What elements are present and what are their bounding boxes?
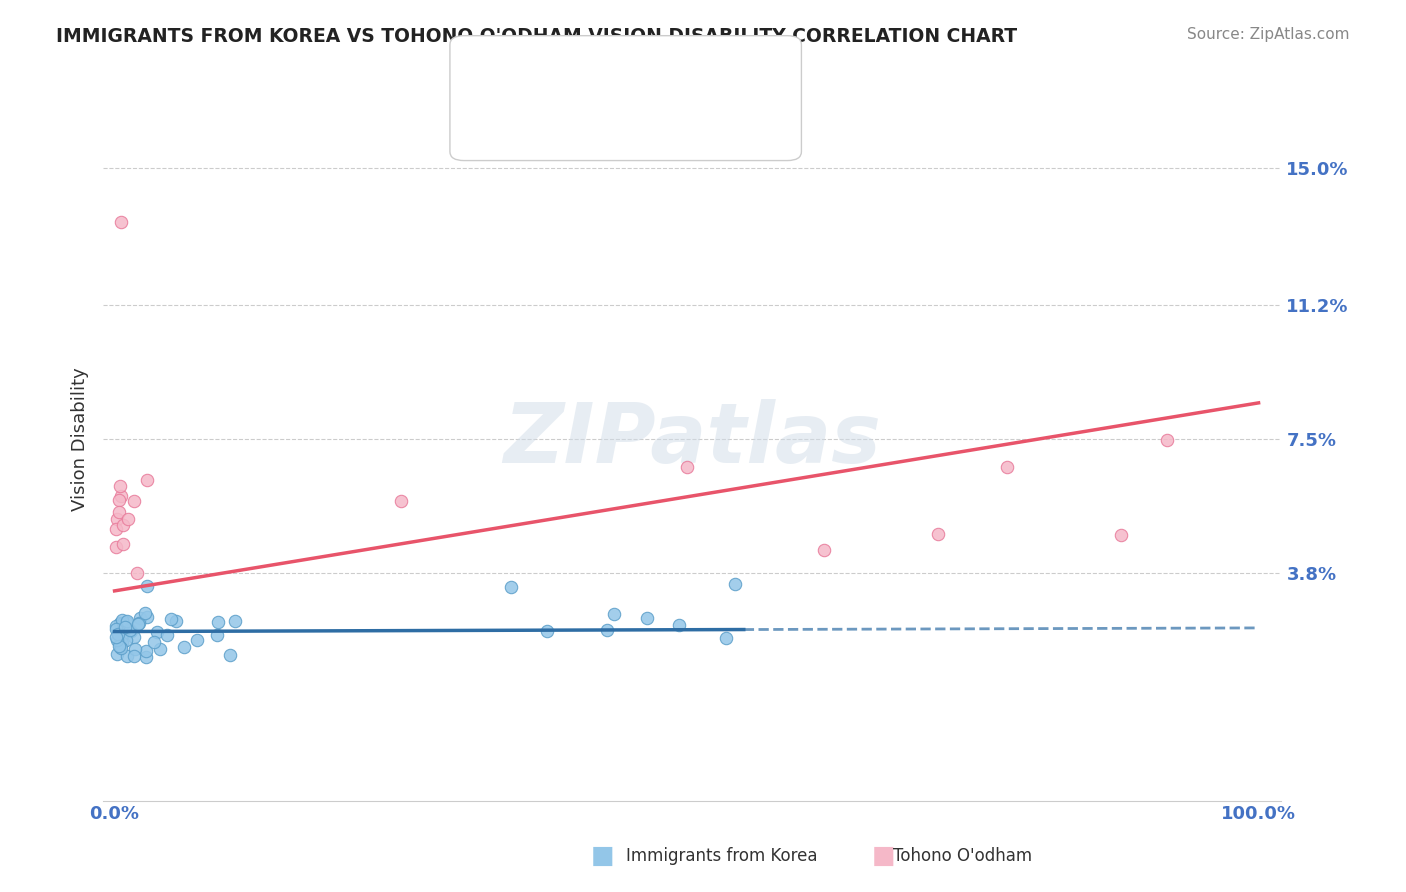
Point — [117, 512, 139, 526]
Text: 53: 53 — [668, 62, 693, 80]
Point — [105, 633, 128, 648]
Point — [134, 606, 156, 620]
Point — [146, 625, 169, 640]
Point — [104, 631, 127, 645]
Point — [108, 493, 131, 508]
Point — [128, 615, 150, 630]
Point — [120, 624, 142, 639]
Point — [107, 512, 129, 526]
Point — [156, 628, 179, 642]
Point — [173, 640, 195, 654]
Point — [105, 623, 128, 637]
Point — [124, 642, 146, 657]
Point — [595, 623, 617, 637]
Text: ■: ■ — [492, 60, 516, 83]
Point — [136, 610, 159, 624]
Point — [716, 631, 738, 645]
Point — [120, 623, 142, 637]
Point — [114, 620, 136, 634]
Point — [110, 215, 132, 229]
Text: ZIPatlas: ZIPatlas — [503, 399, 882, 480]
Text: R =: R = — [527, 103, 567, 120]
Point — [165, 615, 187, 629]
Text: N =: N = — [626, 62, 665, 80]
Point — [129, 611, 152, 625]
Point — [104, 619, 127, 633]
Point — [127, 616, 149, 631]
Text: ■: ■ — [872, 845, 896, 868]
Text: Source: ZipAtlas.com: Source: ZipAtlas.com — [1187, 27, 1350, 42]
Point — [224, 615, 246, 629]
Point — [105, 647, 128, 661]
Point — [110, 630, 132, 644]
Point — [110, 489, 132, 503]
Text: 0.051: 0.051 — [569, 62, 626, 80]
Text: 0.621: 0.621 — [569, 103, 626, 120]
Point — [115, 614, 138, 628]
Point — [603, 607, 626, 622]
Point — [219, 648, 242, 662]
Point — [205, 628, 228, 642]
Point — [115, 649, 138, 664]
Text: Immigrants from Korea: Immigrants from Korea — [626, 847, 817, 865]
Point — [135, 643, 157, 657]
Point — [127, 566, 149, 581]
Point — [499, 580, 522, 594]
Point — [160, 612, 183, 626]
Point — [724, 576, 747, 591]
Point — [135, 578, 157, 592]
Point — [536, 624, 558, 638]
Text: IMMIGRANTS FROM KOREA VS TOHONO O'ODHAM VISION DISABILITY CORRELATION CHART: IMMIGRANTS FROM KOREA VS TOHONO O'ODHAM … — [56, 27, 1018, 45]
Point — [995, 459, 1018, 474]
Point — [207, 615, 229, 629]
Point — [636, 610, 658, 624]
Point — [1111, 528, 1133, 542]
Point — [110, 640, 132, 655]
Point — [675, 460, 697, 475]
Point — [110, 635, 132, 649]
Point — [135, 650, 157, 665]
Point — [107, 627, 129, 641]
Point — [668, 617, 690, 632]
Point — [108, 505, 131, 519]
Point — [389, 493, 412, 508]
Point — [927, 527, 949, 541]
Point — [136, 473, 159, 487]
Text: 21: 21 — [668, 103, 693, 120]
Point — [108, 479, 131, 493]
Point — [122, 494, 145, 508]
Point — [1156, 434, 1178, 448]
Text: ■: ■ — [492, 100, 516, 123]
Point — [108, 640, 131, 655]
Text: R =: R = — [527, 62, 567, 80]
Text: ■: ■ — [591, 845, 614, 868]
Point — [111, 613, 134, 627]
Point — [111, 536, 134, 550]
Point — [149, 641, 172, 656]
Point — [122, 630, 145, 644]
Point — [111, 518, 134, 533]
Point — [110, 636, 132, 650]
Point — [104, 540, 127, 554]
Text: Tohono O'odham: Tohono O'odham — [893, 847, 1032, 865]
Y-axis label: Vision Disability: Vision Disability — [72, 368, 89, 511]
Point — [124, 648, 146, 663]
Point — [115, 615, 138, 630]
Point — [115, 633, 138, 648]
Point — [813, 543, 835, 558]
Point — [186, 633, 208, 648]
Point — [105, 522, 128, 536]
Point — [108, 639, 131, 653]
Point — [143, 635, 166, 649]
Text: N =: N = — [626, 103, 665, 120]
Point — [110, 616, 132, 631]
Point — [111, 616, 134, 631]
